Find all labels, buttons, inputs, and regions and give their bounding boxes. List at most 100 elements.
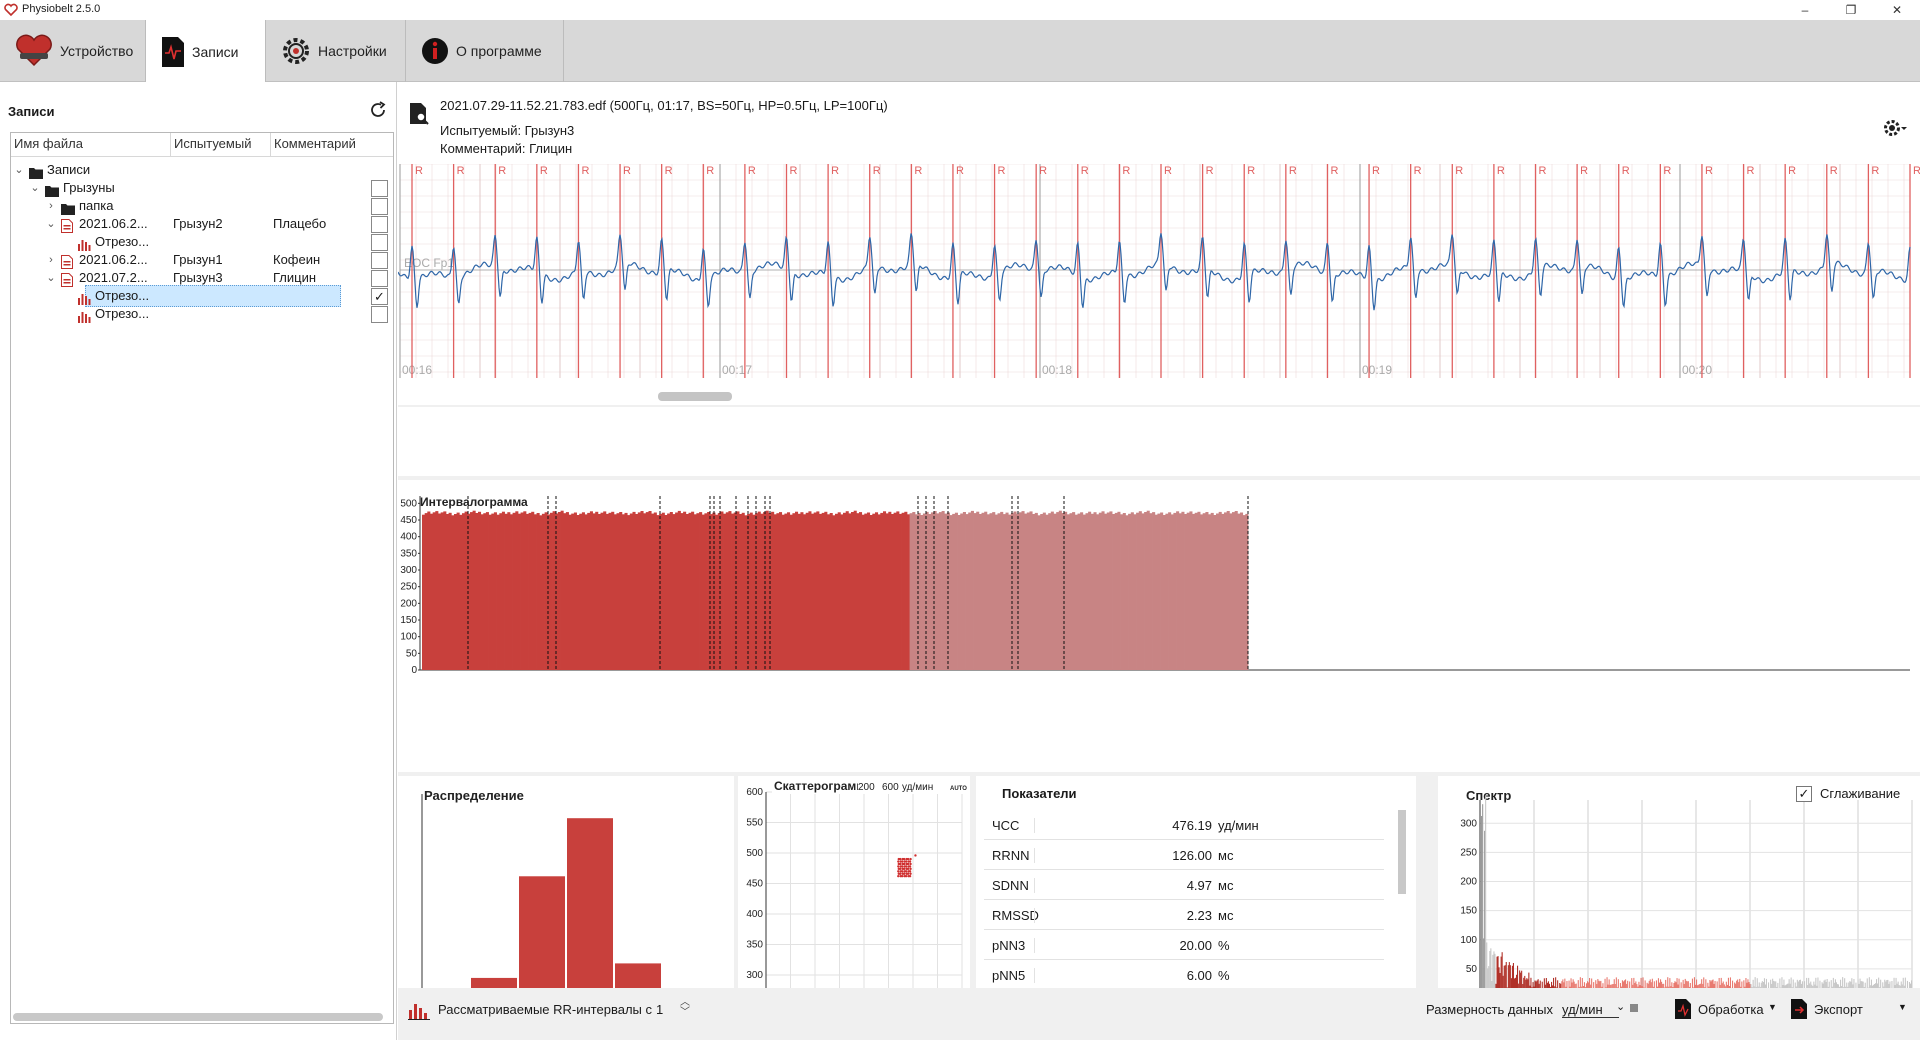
tree-row[interactable]: ⌄ Записи <box>11 159 393 181</box>
tree-row-checkbox[interactable] <box>371 234 388 251</box>
tree-row[interactable]: Отрезо... ✓ <box>11 285 393 307</box>
expand-arrow-icon[interactable]: › <box>49 200 53 212</box>
interval-bar <box>968 512 972 670</box>
interval-bar <box>1181 511 1185 670</box>
tree-row-checkbox[interactable] <box>371 198 388 215</box>
tab-records[interactable]: Записи <box>146 20 266 83</box>
ecg-scrollbar-thumb[interactable] <box>658 392 732 401</box>
metric-row: ЧСС 476.19 уд/мин <box>984 810 1384 840</box>
ecg-viewer[interactable]: 00:16 00:17 00:18 00:19 00:20 ЕОС Fp1 R R R R R R R R… <box>397 163 1920 476</box>
spectrum-y-tick: 150 <box>1460 906 1477 917</box>
tree-horizontal-scrollbar[interactable] <box>13 1013 383 1021</box>
tree-row-checkbox[interactable] <box>371 216 388 233</box>
interval-bar <box>1098 512 1102 670</box>
gear-dropdown-icon[interactable] <box>1882 117 1908 139</box>
tree-row[interactable]: Отрезо... <box>11 231 393 253</box>
interval-bar <box>483 513 487 670</box>
spectrum-bar <box>1808 977 1810 998</box>
smoothing-checkbox[interactable]: ✓ <box>1796 786 1812 802</box>
tree-row-name: Отрезо... <box>95 306 150 321</box>
column-header-filename[interactable]: Имя файла <box>11 133 171 157</box>
interval-bar <box>525 513 529 670</box>
tab-settings[interactable]: Настройки <box>266 20 406 82</box>
tree-row[interactable]: ⌄ 2021.07.2... Грызун3 Глицин <box>11 267 393 289</box>
interval-bar <box>1072 512 1076 670</box>
scatter-auto-button[interactable]: AUTO <box>950 786 967 792</box>
scatter-point <box>908 860 912 863</box>
metrics-scrollbar[interactable] <box>1398 810 1406 894</box>
metric-name: RRNN <box>992 848 1030 863</box>
units-label: Размерность данных <box>1426 1002 1553 1017</box>
interval-bar <box>645 512 649 670</box>
scatter-point <box>906 867 910 871</box>
scatter-point <box>901 860 904 863</box>
interval-chart[interactable]: Интервалограмма5004504003503002502001501… <box>398 480 1920 772</box>
tab-device[interactable]: Устройство <box>0 20 146 82</box>
metric-value: 4.97 <box>1034 878 1212 893</box>
units-chevron-down-icon[interactable]: ⌄ <box>1616 1001 1626 1013</box>
units-select[interactable]: уд/мин <box>1562 1002 1619 1018</box>
interval-bar <box>877 514 881 670</box>
spectrum-bar <box>1555 977 1557 998</box>
tree-row[interactable]: Отрезо... <box>11 303 393 325</box>
r-peak-label: R <box>457 165 465 177</box>
interval-bar <box>592 513 596 670</box>
interval-bar <box>1034 512 1038 670</box>
interval-bar <box>1218 511 1222 670</box>
interval-bar <box>723 513 727 670</box>
spectrum-bar <box>1505 962 1507 998</box>
close-button[interactable]: ✕ <box>1891 3 1903 17</box>
expand-arrow-icon[interactable]: ⌄ <box>46 272 56 284</box>
tree-row-checkbox[interactable] <box>371 270 388 287</box>
tree-row[interactable]: › папка <box>11 195 393 217</box>
processing-dropdown-icon[interactable]: ▼ <box>1768 1002 1777 1012</box>
tree-row-checkbox[interactable] <box>371 180 388 197</box>
tab-about[interactable]: О программе <box>406 20 564 82</box>
tree-row[interactable]: ⌄ Грызуны <box>11 177 393 199</box>
scatter-point <box>897 865 900 868</box>
column-header-subject[interactable]: Испытуемый <box>171 133 271 157</box>
file-search-icon[interactable] <box>408 102 430 126</box>
spectrum-y-tick: 250 <box>1460 847 1477 858</box>
tree-row-name: папка <box>79 198 114 213</box>
tree-row-checkbox[interactable] <box>371 252 388 269</box>
units-reset-icon[interactable] <box>1630 1004 1638 1012</box>
tree-row[interactable]: › 2021.06.2... Грызун1 Кофеин <box>11 249 393 271</box>
spectrum-bar <box>1489 951 1491 998</box>
interval-bar <box>619 512 623 670</box>
metric-value: 2.23 <box>1034 908 1212 923</box>
minimize-button[interactable]: – <box>1801 3 1809 17</box>
interval-bar <box>672 514 676 670</box>
spectrum-title: Спектр <box>1466 788 1511 803</box>
column-header-comment[interactable]: Комментарий <box>271 133 393 157</box>
spectrum-bar <box>1517 965 1519 998</box>
rr-intervals-spinner-icon[interactable]: ︿ ﹀ <box>680 997 690 1018</box>
expand-arrow-icon[interactable]: › <box>49 254 53 266</box>
scatter-y-tick: 600 <box>746 787 763 798</box>
interval-bar <box>475 513 479 670</box>
tree-row-checkbox[interactable]: ✓ <box>371 288 388 305</box>
app-logo-icon <box>4 3 18 17</box>
expand-arrow-icon[interactable]: ⌄ <box>46 218 56 230</box>
spectrum-bar <box>1727 977 1729 998</box>
refresh-icon[interactable] <box>368 100 388 120</box>
expand-arrow-icon[interactable]: ⌄ <box>30 182 40 194</box>
export-dropdown-icon[interactable]: ▼ <box>1898 1002 1907 1012</box>
ecg-plot[interactable]: 00:16 00:17 00:18 00:19 00:20 ЕОС Fp1 R R R R R R R R… <box>397 163 1920 476</box>
restore-button[interactable]: ❐ <box>1845 3 1857 17</box>
interval-bar <box>589 511 593 670</box>
processing-button[interactable]: Обработка <box>1698 1002 1764 1017</box>
expand-arrow-icon[interactable]: ⌄ <box>14 164 24 176</box>
spectrum-bar <box>1504 965 1506 998</box>
tree-row-checkbox[interactable] <box>371 306 388 323</box>
rr-intervals-value[interactable]: 1 <box>656 1002 664 1017</box>
interval-bar <box>1109 511 1113 670</box>
interval-bar <box>685 514 689 670</box>
export-button[interactable]: Экспорт <box>1814 1002 1863 1017</box>
interval-bar <box>917 512 921 670</box>
tree-row[interactable]: ⌄ 2021.06.2... Грызун2 Плацебо <box>11 213 393 235</box>
interval-bar <box>1064 511 1068 670</box>
rr-intervals-label: Рассматриваемые RR-интервалы с <box>438 1002 652 1017</box>
interval-y-tick: 250 <box>400 582 417 593</box>
interval-bar <box>1040 514 1044 670</box>
